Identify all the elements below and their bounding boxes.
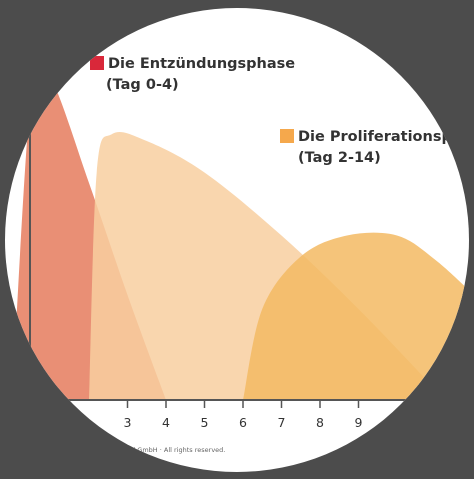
footer-text: ...mittel GmbH · All rights reserved.: [110, 446, 225, 454]
x-tick-label: 7: [278, 415, 286, 430]
legend-label-inflammation: Die Entzündungsphase: [108, 56, 295, 72]
x-tick-label: 3: [124, 415, 132, 430]
legend-swatch-inflammation: [90, 56, 104, 70]
x-tick-group: 3 4 5 6 7 8 9: [124, 400, 363, 430]
legend-period-inflammation: (Tag 0-4): [106, 77, 179, 93]
chart-areas: [12, 59, 469, 401]
legend-period-proliferation: (Tag 2-14): [298, 150, 381, 166]
legend-label-proliferation: Die Proliferationsphase: [298, 129, 474, 145]
x-tick-label: 8: [316, 415, 324, 430]
x-tick-label: 4: [162, 415, 170, 430]
area-remodeling: [243, 232, 469, 400]
x-tick-label: 9: [355, 415, 363, 430]
x-tick-label: 6: [239, 415, 247, 430]
x-tick-label: 5: [201, 415, 209, 430]
legend-swatch-proliferation: [280, 129, 294, 143]
